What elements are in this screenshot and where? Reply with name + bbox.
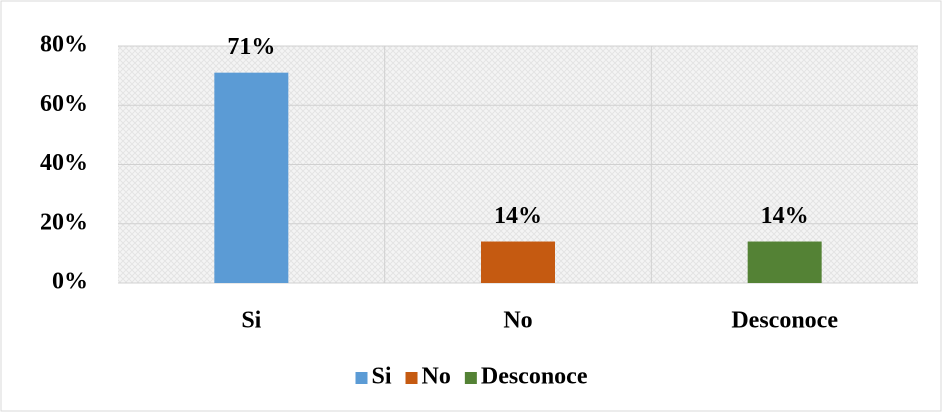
data-label: 71% <box>227 34 275 60</box>
y-tick-label: 80% <box>40 32 88 58</box>
x-tick-label: No <box>503 308 532 334</box>
bar <box>214 72 289 283</box>
legend-label: Desconoce <box>481 364 588 390</box>
y-tick-label: 40% <box>40 150 88 176</box>
bar <box>481 241 555 283</box>
y-tick-label: 60% <box>40 91 88 117</box>
y-tick-label: 0% <box>52 269 88 295</box>
bar <box>747 241 822 283</box>
data-label: 14% <box>494 203 542 229</box>
legend-swatch <box>355 372 368 384</box>
x-tick-label: Desconoce <box>731 308 838 334</box>
legend-label: Si <box>372 364 392 390</box>
y-tick-label: 20% <box>40 209 88 235</box>
legend-label: No <box>422 364 451 390</box>
legend-swatch <box>464 372 477 384</box>
data-label: 14% <box>761 203 809 229</box>
legend-swatch <box>405 372 418 384</box>
x-tick-label: Si <box>241 308 261 334</box>
